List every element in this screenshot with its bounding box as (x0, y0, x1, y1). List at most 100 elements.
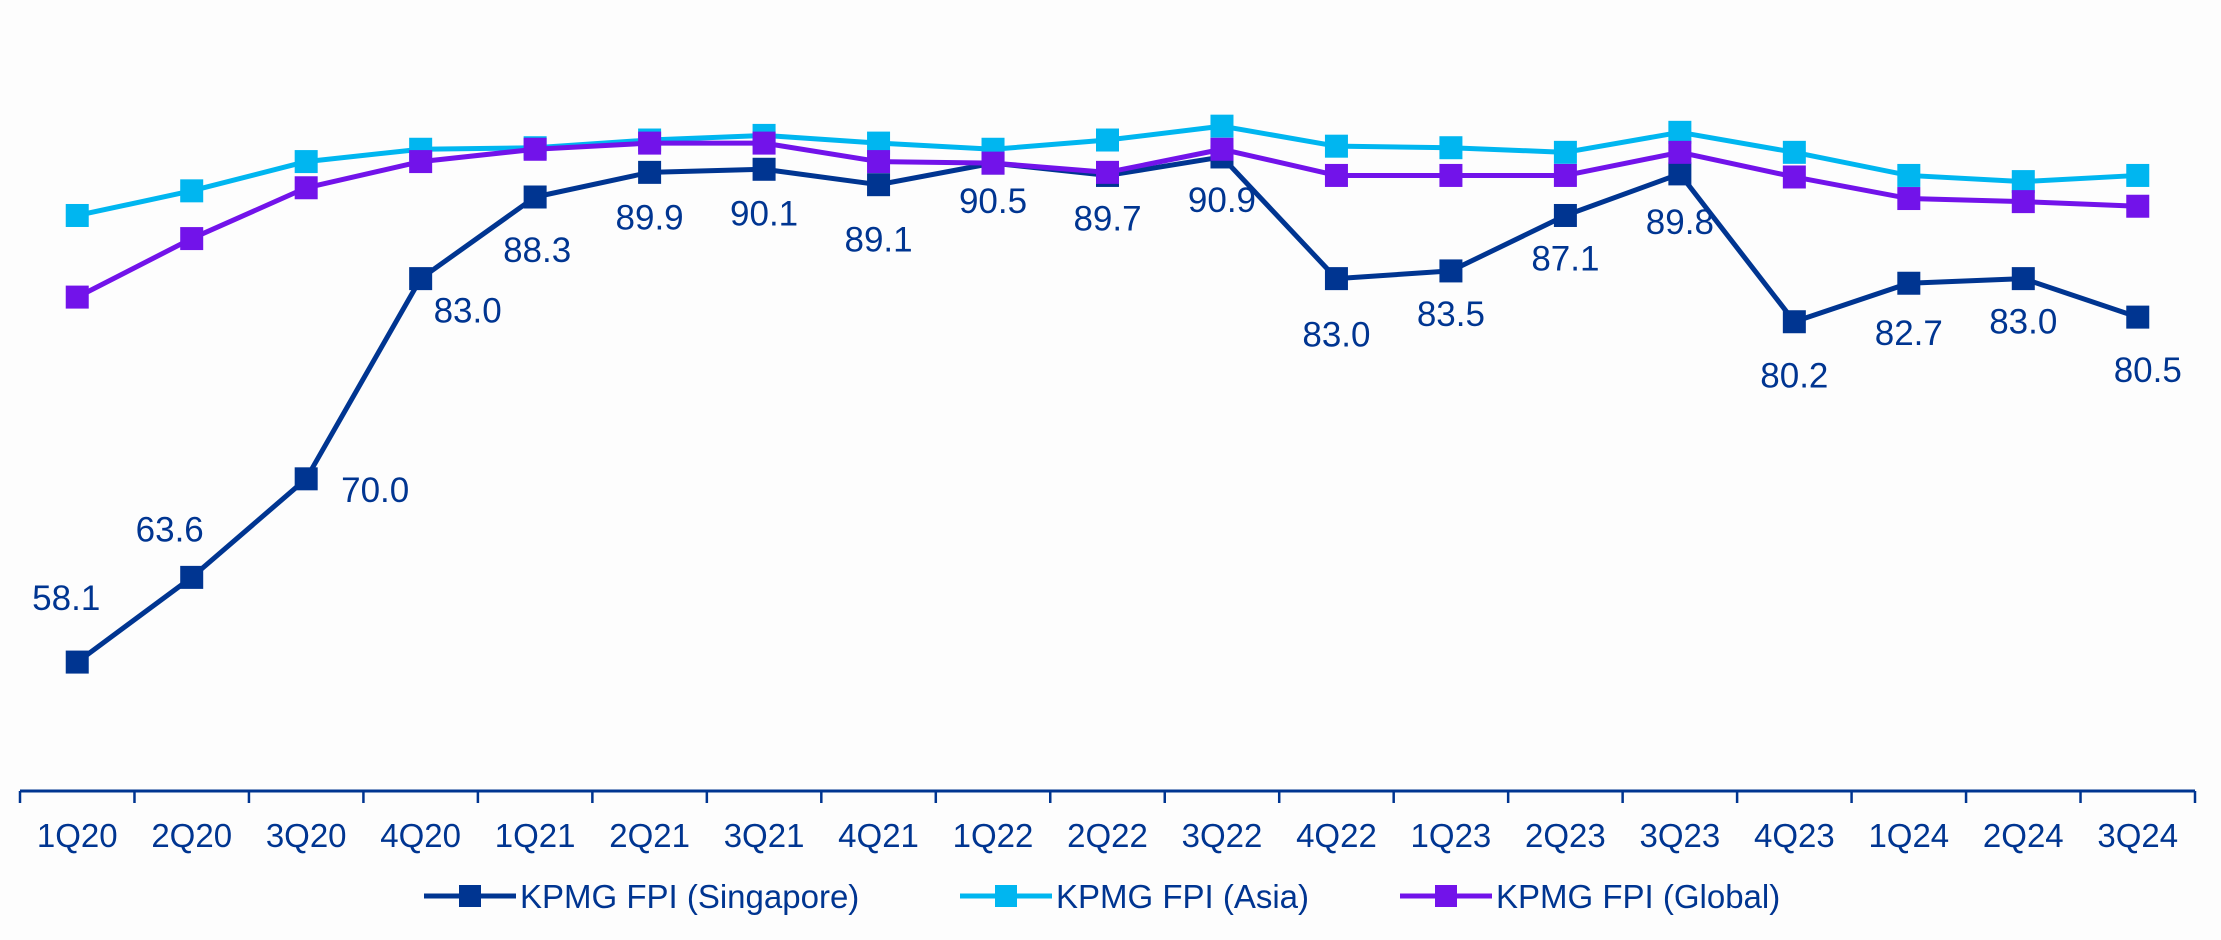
series-group (65, 114, 2150, 674)
x-tick-label: 2Q21 (609, 817, 690, 854)
x-tick-label: 4Q21 (838, 817, 919, 854)
data-point-marker (65, 203, 89, 227)
data-label: 83.0 (1989, 303, 2057, 342)
data-label: 82.7 (1875, 314, 1943, 353)
data-point-marker (1210, 137, 1234, 161)
data-point-marker (752, 157, 776, 181)
data-point-marker (523, 185, 547, 209)
x-tick-label: 2Q22 (1067, 817, 1148, 854)
x-tick-label: 3Q21 (724, 817, 805, 854)
series-kpmg-fpi-global (65, 131, 2150, 309)
x-tick-label: 4Q20 (380, 817, 461, 854)
data-point-marker (867, 173, 891, 197)
x-tick-label: 1Q23 (1411, 817, 1492, 854)
data-label: 90.1 (730, 194, 798, 233)
data-point-marker (1668, 140, 1692, 164)
legend-item: KPMG FPI (Global) (1400, 878, 1780, 915)
data-point-marker (1553, 203, 1577, 227)
x-tick-label: 3Q24 (2097, 817, 2178, 854)
data-point-marker (2126, 305, 2150, 329)
data-label: 80.2 (1760, 357, 1828, 396)
legend: KPMG FPI (Singapore) KPMG FPI (Asia) KPMG … (424, 878, 1780, 915)
legend-item: KPMG FPI (Asia) (960, 878, 1309, 915)
data-point-marker (65, 650, 89, 674)
data-label: 63.6 (136, 510, 204, 549)
data-point-marker (294, 467, 318, 491)
data-point-marker (1210, 114, 1234, 138)
x-tick-label: 2Q20 (151, 817, 232, 854)
data-point-marker (294, 150, 318, 174)
x-tick-label: 1Q21 (495, 817, 576, 854)
data-point-marker (1782, 140, 1806, 164)
x-tick-label: 3Q23 (1640, 817, 1721, 854)
x-tick-label: 1Q24 (1868, 817, 1949, 854)
x-tick-label: 3Q20 (266, 817, 347, 854)
data-point-marker (1897, 271, 1921, 295)
data-label: 58.1 (32, 579, 100, 618)
data-point-marker (638, 131, 662, 155)
x-tick-label: 2Q24 (1983, 817, 2064, 854)
data-labels: 58.163.670.083.088.389.9 90.189.190.5 89.7… (32, 181, 2182, 618)
legend-marker-icon (459, 885, 481, 907)
data-point-marker (180, 179, 204, 203)
data-point-marker (867, 150, 891, 174)
data-point-marker (1439, 136, 1463, 160)
x-tick-label: 2Q23 (1525, 817, 1606, 854)
data-label: 83.0 (434, 292, 502, 331)
data-label: 80.5 (2114, 351, 2182, 390)
data-label: 89.9 (616, 198, 684, 237)
data-label: 89.8 (1646, 203, 1714, 242)
data-label: 87.1 (1531, 239, 1599, 278)
legend-label: KPMG FPI (Asia) (1056, 878, 1309, 915)
data-point-marker (2126, 163, 2150, 187)
data-label: 88.3 (503, 231, 571, 270)
data-point-marker (1668, 120, 1692, 144)
data-point-marker (1668, 162, 1692, 186)
legend-label: KPMG FPI (Singapore) (520, 878, 859, 915)
data-point-marker (1897, 163, 1921, 187)
x-tick-label: 4Q22 (1296, 817, 1377, 854)
data-point-marker (1324, 163, 1348, 187)
data-point-marker (1324, 267, 1348, 291)
data-point-marker (2011, 170, 2035, 194)
data-label: 90.9 (1188, 181, 1256, 220)
data-point-marker (867, 131, 891, 155)
data-point-marker (1553, 163, 1577, 187)
x-tick-label: 1Q22 (953, 817, 1034, 854)
data-point-marker (1782, 165, 1806, 189)
data-point-marker (409, 267, 433, 291)
x-tick-label: 1Q20 (37, 817, 118, 854)
legend-item: KPMG FPI (Singapore) (424, 878, 859, 915)
data-point-marker (409, 150, 433, 174)
data-label: 83.5 (1417, 295, 1485, 334)
data-point-marker (1324, 134, 1348, 158)
data-point-marker (1096, 160, 1119, 184)
data-point-marker (752, 131, 776, 155)
series-kpmg-fpi-asia (65, 114, 2150, 227)
data-point-marker (2126, 194, 2150, 218)
x-tick-label: 3Q22 (1182, 817, 1263, 854)
data-point-marker (638, 160, 662, 184)
data-point-marker (523, 137, 547, 161)
data-label: 90.5 (959, 182, 1027, 221)
data-point-marker (1096, 128, 1119, 152)
data-label: 70.0 (341, 471, 409, 510)
data-label: 89.1 (844, 221, 912, 260)
data-point-marker (2011, 190, 2035, 214)
data-label: 89.7 (1073, 199, 1141, 238)
data-point-marker (1439, 259, 1463, 283)
data-point-marker (1897, 187, 1921, 211)
data-label: 83.0 (1302, 316, 1370, 355)
data-point-marker (1553, 140, 1577, 164)
data-point-marker (180, 565, 204, 589)
data-point-marker (2011, 267, 2035, 291)
legend-marker-icon (1435, 885, 1457, 907)
data-point-marker (981, 151, 1005, 175)
data-point-marker (65, 285, 89, 309)
data-point-marker (180, 227, 204, 251)
data-point-marker (294, 176, 318, 200)
x-tick-label: 4Q23 (1754, 817, 1835, 854)
x-axis: 1Q20 2Q20 3Q20 4Q20 1Q21 2Q21 3Q21 4Q21 1Q22 2Q22… (18, 789, 2197, 854)
legend-marker-icon (995, 885, 1017, 907)
